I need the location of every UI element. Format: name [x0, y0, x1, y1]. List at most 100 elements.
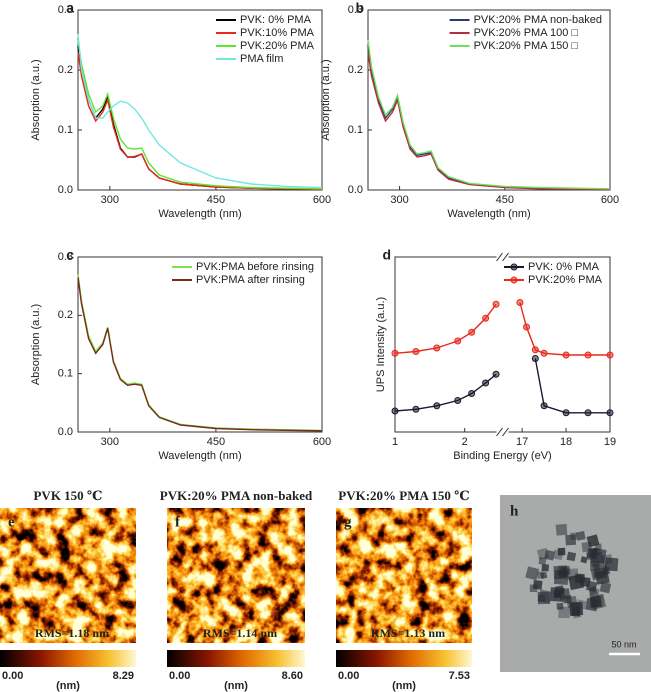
tem-particle [541, 564, 550, 572]
tem-particle [566, 551, 577, 562]
y-tick-label: 0.2 [348, 64, 363, 76]
colorbar-min: 0.00 [169, 670, 190, 682]
y-axis-label: Absorption (a.u.) [30, 59, 42, 140]
y-tick-label: 0.0 [348, 184, 363, 196]
data-marker [562, 409, 570, 417]
tem-particle [589, 596, 602, 608]
tem-particle [558, 588, 571, 600]
y-tick-label: 0.3 [58, 251, 73, 263]
legend-label: PVK:20% PMA [528, 274, 603, 286]
data-line [77, 277, 323, 432]
axis-break [496, 252, 503, 262]
data-line [394, 302, 610, 356]
colorbar-min: 0.00 [338, 670, 359, 682]
legend-label: PVK:PMA before rinsing [196, 261, 314, 273]
x-tick-label: 1 [392, 436, 398, 448]
data-marker [454, 397, 462, 404]
data-marker [540, 349, 548, 357]
panel-label: a [66, 0, 74, 16]
tem-particle [589, 551, 605, 567]
axis-break [496, 254, 509, 260]
legend-label: PVK:20% PMA [240, 40, 315, 52]
y-tick-label: 0.1 [58, 124, 73, 136]
data-marker [468, 390, 476, 397]
x-tick-label: 19 [604, 436, 616, 448]
data-marker [531, 355, 539, 362]
x-tick-label: 600 [313, 436, 331, 448]
y-axis-label: UPS Intensity (a.u.) [375, 297, 387, 392]
colorbar-max: 7.53 [449, 670, 470, 682]
data-marker [433, 344, 441, 352]
x-tick-label: 18 [560, 436, 572, 448]
x-tick-label: 17 [516, 436, 528, 448]
legend-label: PVK:20% PMA 150 □ [474, 40, 579, 52]
y-tick-label: 0.1 [58, 368, 73, 380]
colorbar [0, 650, 136, 667]
x-tick-label: 600 [313, 194, 331, 206]
colorbar-max: 8.29 [113, 670, 134, 682]
x-axis-label: Wavelength (nm) [158, 450, 241, 462]
x-axis-label: Wavelength (nm) [447, 208, 530, 220]
tem-particle [557, 565, 568, 576]
y-tick-label: 0.1 [348, 124, 363, 136]
tem-particle [537, 594, 546, 603]
data-marker [584, 351, 592, 359]
data-marker [523, 323, 531, 331]
colorbar-min: 0.00 [2, 670, 23, 682]
y-tick-label: 0.0 [58, 426, 73, 438]
data-marker [433, 402, 441, 410]
tem-particle [566, 568, 579, 580]
x-tick-label: 450 [496, 194, 514, 206]
data-marker [606, 351, 614, 359]
legend-label: PVK: 0% PMA [528, 261, 600, 273]
tem-particle [555, 523, 568, 536]
data-marker [391, 349, 399, 357]
legend-label: PVK:10% PMA [240, 27, 315, 39]
legend-label: PVK:20% PMA non-baked [474, 14, 602, 26]
data-marker [454, 337, 462, 345]
tem-particle [585, 550, 596, 561]
x-axis-label: Wavelength (nm) [158, 208, 241, 220]
colorbar [167, 650, 305, 667]
tem-particle [525, 566, 540, 581]
data-marker [584, 409, 592, 417]
data-marker [562, 351, 570, 359]
tem-particle [544, 549, 555, 561]
panel-label: c [66, 247, 74, 263]
tem-particle [556, 602, 564, 610]
x-tick-label: 450 [207, 194, 225, 206]
colorbar-max: 8.60 [282, 670, 303, 682]
y-tick-label: 0.2 [58, 309, 73, 321]
tem-particle [569, 601, 584, 616]
data-marker [492, 370, 500, 378]
x-axis-label: Binding Energy (eV) [453, 450, 551, 462]
panel-label: e [8, 514, 15, 530]
axis-break [496, 427, 503, 437]
y-tick-label: 0.0 [58, 184, 73, 196]
tem-particle [585, 580, 598, 592]
tem-particle [575, 531, 586, 541]
afm-image [0, 508, 136, 643]
data-marker [391, 407, 399, 415]
data-marker [482, 379, 490, 387]
rms-label: RMS=1.18 nm [35, 626, 109, 640]
data-marker [482, 314, 490, 322]
data-line [77, 51, 323, 191]
colorbar-unit: (nm) [56, 680, 80, 692]
tem-particle [557, 547, 566, 556]
x-tick-label: 2 [462, 436, 468, 448]
image-title: PVK 150 ℃ [33, 488, 102, 503]
data-marker [516, 299, 524, 306]
legend-label: PVK:PMA after rinsing [196, 274, 305, 286]
y-tick-label: 0.3 [348, 4, 363, 16]
legend-label: PVK: 0% PMA [240, 14, 312, 26]
data-marker [531, 346, 539, 354]
data-line [367, 51, 610, 191]
tem-particle [565, 534, 577, 546]
plot-frame [77, 256, 323, 433]
image-title: PVK:20% PMA 150 ℃ [338, 488, 469, 503]
tem-particle [538, 557, 547, 566]
data-marker [492, 300, 500, 308]
y-tick-label: 0.2 [58, 64, 73, 76]
